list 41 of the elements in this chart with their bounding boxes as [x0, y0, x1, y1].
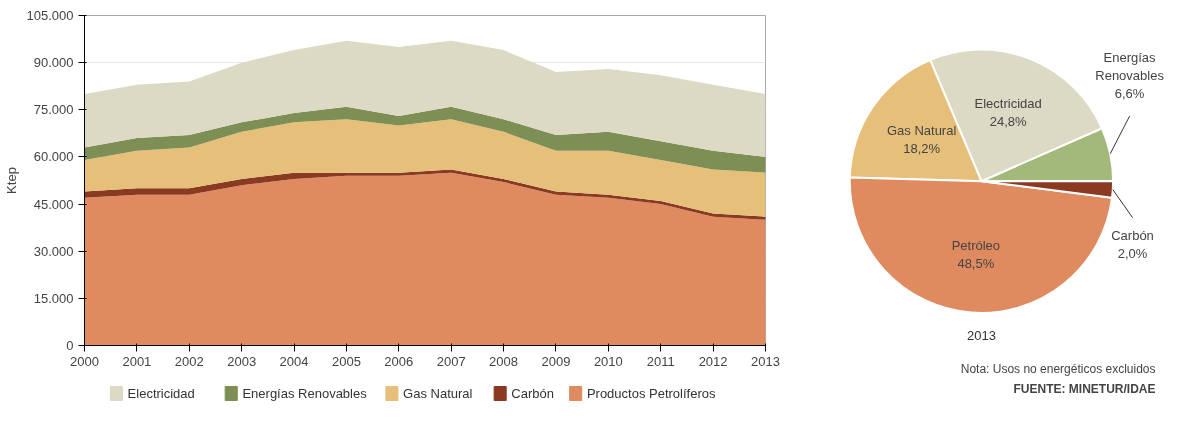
x-tick-label: 2000 [70, 353, 99, 369]
x-tick-label: 2007 [436, 353, 466, 369]
y-tick-label: 75.000 [33, 102, 74, 118]
y-axis-title: Ktep [3, 167, 19, 194]
y-tick-label: 45.000 [33, 196, 74, 212]
y-tick-label: 30.000 [33, 243, 74, 259]
legend-label: Electricidad [127, 386, 195, 401]
x-tick-label: 2006 [384, 353, 414, 369]
x-tick-label: 2001 [122, 353, 152, 369]
legend-label: Carbón [511, 386, 555, 401]
slice-label: Electricidad [974, 96, 1042, 112]
data-label: 18,2% [903, 141, 941, 157]
x-tick-label: 2004 [279, 353, 309, 369]
y-tick-label: 60.000 [33, 149, 74, 165]
text: 2013 [966, 327, 996, 343]
x-tick-label: 2005 [331, 353, 361, 369]
y-tick-label: 105.000 [26, 8, 74, 23]
source-note: FUENTE: MINETUR/IDAE [1013, 381, 1156, 396]
slice-label: Carbón [1111, 227, 1154, 243]
data-label: 2,0% [1117, 245, 1148, 261]
data-label: 24,8% [989, 114, 1028, 130]
y-tick-label: 15.000 [33, 290, 74, 306]
legend-label: Energías Renovables [242, 386, 368, 401]
x-tick-label: 2013 [751, 353, 780, 369]
x-tick-label: 2011 [646, 353, 675, 369]
data-label: 48,5% [957, 256, 995, 272]
text: Nota: Usos no energéticos excluidos [960, 361, 1156, 376]
x-tick-label: 2002 [174, 353, 204, 369]
slice-label: Gas Natural [886, 123, 957, 139]
data-label: 6,6% [1114, 86, 1145, 102]
x-tick-label: 2008 [489, 353, 519, 369]
legend-label: Productos Petrolíferos [586, 386, 716, 401]
legend-label: Gas Natural [403, 386, 473, 401]
slice-label: Energías Renovables [1095, 50, 1165, 84]
x-tick-label: 2010 [593, 353, 623, 369]
x-tick-label: 2003 [227, 353, 257, 369]
y-tick-label: 0 [66, 338, 74, 353]
y-tick-label: 90.000 [33, 55, 74, 71]
x-tick-label: 2009 [541, 353, 571, 369]
slice-label: Petróleo [951, 238, 1001, 254]
x-tick-label: 2012 [698, 353, 728, 369]
